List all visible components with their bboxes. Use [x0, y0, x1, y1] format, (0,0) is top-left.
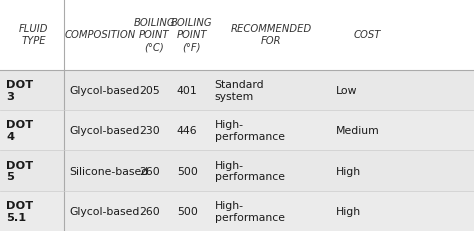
Text: 401: 401 [177, 85, 198, 95]
Text: 500: 500 [177, 206, 198, 216]
Text: BOILING
POINT
(°F): BOILING POINT (°F) [171, 18, 213, 52]
Text: BOILING
POINT
(°C): BOILING POINT (°C) [133, 18, 175, 52]
Text: High-
performance: High- performance [215, 120, 285, 141]
Text: Low: Low [336, 85, 357, 95]
Text: Standard
system: Standard system [215, 80, 264, 101]
Text: 230: 230 [139, 126, 160, 136]
Text: FLUID
TYPE: FLUID TYPE [19, 24, 49, 46]
Text: 446: 446 [177, 126, 198, 136]
Text: Glycol-based: Glycol-based [69, 85, 139, 95]
Text: High: High [336, 166, 361, 176]
Text: RECOMMENDED
FOR: RECOMMENDED FOR [231, 24, 312, 46]
Bar [0, 111, 474, 151]
Text: DOT
5.1: DOT 5.1 [6, 200, 33, 222]
Text: Glycol-based: Glycol-based [69, 206, 139, 216]
Bar [0, 0, 474, 70]
Text: 260: 260 [139, 206, 160, 216]
Text: 500: 500 [177, 166, 198, 176]
Text: 260: 260 [139, 166, 160, 176]
Text: High: High [336, 206, 361, 216]
Text: DOT
3: DOT 3 [6, 80, 33, 101]
Text: Glycol-based: Glycol-based [69, 126, 139, 136]
Bar [0, 70, 474, 111]
Bar [0, 191, 474, 231]
Bar [0, 151, 474, 191]
Text: High-
performance: High- performance [215, 200, 285, 222]
Text: Silicone-based: Silicone-based [69, 166, 148, 176]
Text: 205: 205 [139, 85, 160, 95]
Text: COMPOSITION: COMPOSITION [64, 30, 136, 40]
Text: COST: COST [354, 30, 381, 40]
Text: High-
performance: High- performance [215, 160, 285, 182]
Text: DOT
5: DOT 5 [6, 160, 33, 182]
Text: DOT
4: DOT 4 [6, 120, 33, 141]
Text: Medium: Medium [336, 126, 379, 136]
